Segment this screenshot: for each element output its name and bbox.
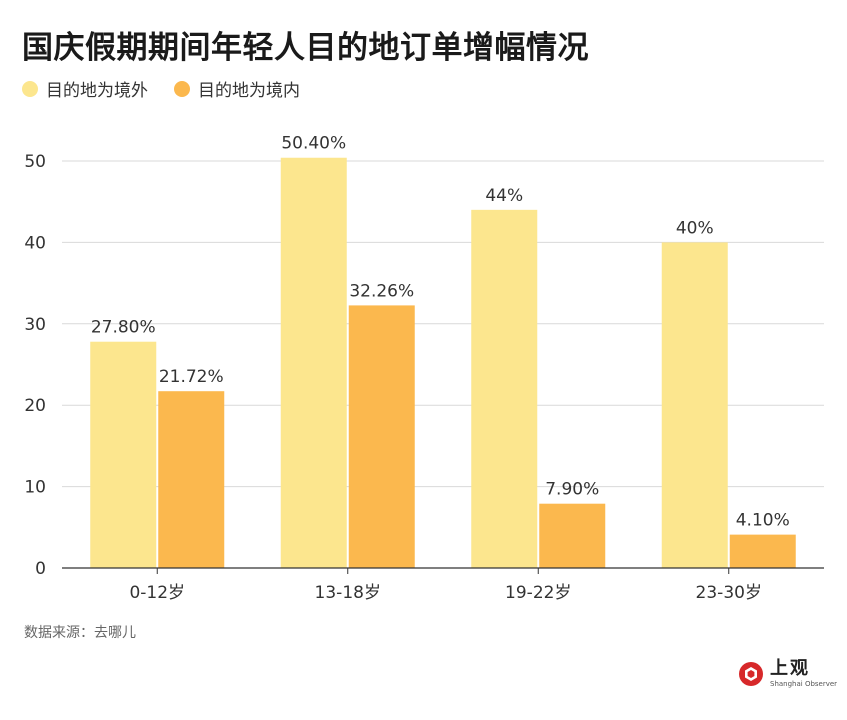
data-label: 27.80% — [91, 318, 156, 338]
brand-name-en: Shanghai Observer — [770, 680, 838, 688]
data-label: 4.10% — [736, 511, 790, 531]
legend-swatch-domestic — [174, 80, 190, 97]
chart-title: 国庆假期期间年轻人目的地订单增幅情况 — [22, 30, 589, 66]
x-tick-label: 0-12岁 — [129, 583, 185, 603]
brand-name: 上观 — [770, 658, 810, 679]
bar — [280, 157, 347, 568]
legend-swatch-overseas — [22, 80, 38, 97]
bar — [661, 242, 728, 568]
x-tick-label: 19-22岁 — [505, 583, 571, 603]
source-note: 数据来源：去哪儿 — [24, 625, 136, 641]
y-tick-label: 0 — [35, 559, 46, 579]
legend-label-overseas: 目的地为境外 — [46, 81, 148, 101]
legend-item-overseas: 目的地为境外 — [22, 76, 148, 101]
brand-logo: 上观 Shanghai Observer — [738, 660, 837, 688]
legend: 目的地为境外 目的地为境内 — [22, 76, 326, 101]
data-label: 44% — [485, 186, 523, 206]
bar — [158, 391, 225, 568]
bar — [539, 503, 606, 568]
data-label: 50.40% — [281, 134, 346, 154]
y-tick-label: 20 — [24, 396, 46, 416]
bar — [90, 341, 157, 568]
x-tick-label: 13-18岁 — [315, 583, 381, 603]
data-label: 40% — [676, 218, 714, 238]
y-tick-label: 40 — [24, 233, 46, 253]
y-tick-label: 30 — [24, 315, 46, 335]
brand-mark-icon — [739, 662, 763, 686]
y-tick-label: 50 — [24, 152, 46, 172]
data-label: 7.90% — [545, 480, 599, 500]
y-tick-label: 10 — [24, 478, 46, 498]
bar — [471, 209, 538, 568]
legend-item-domestic: 目的地为境内 — [174, 76, 300, 101]
data-label: 32.26% — [349, 281, 414, 301]
data-label: 21.72% — [159, 367, 224, 387]
legend-label-domestic: 目的地为境内 — [198, 81, 300, 101]
x-tick-label: 23-30岁 — [696, 583, 762, 603]
bar — [348, 305, 415, 568]
bar — [729, 534, 796, 568]
